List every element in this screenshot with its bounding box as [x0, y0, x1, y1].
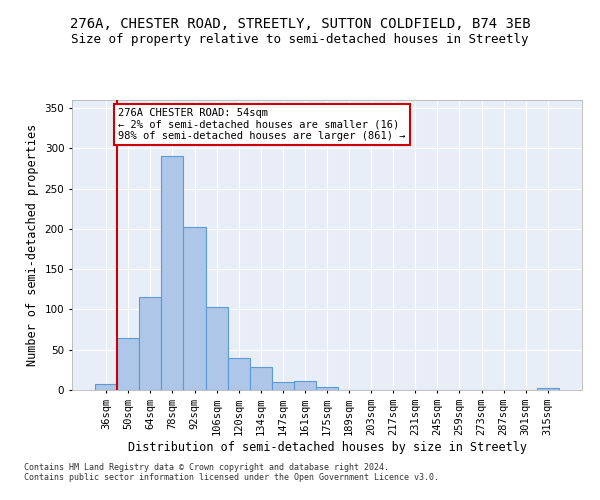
Y-axis label: Number of semi-detached properties: Number of semi-detached properties — [26, 124, 39, 366]
Bar — [161, 156, 184, 390]
Bar — [117, 338, 139, 390]
Bar — [272, 382, 294, 390]
Text: 276A, CHESTER ROAD, STREETLY, SUTTON COLDFIELD, B74 3EB: 276A, CHESTER ROAD, STREETLY, SUTTON COL… — [70, 18, 530, 32]
Bar — [184, 228, 206, 390]
Bar — [294, 381, 316, 390]
Text: 276A CHESTER ROAD: 54sqm
← 2% of semi-detached houses are smaller (16)
98% of se: 276A CHESTER ROAD: 54sqm ← 2% of semi-de… — [118, 108, 406, 142]
Bar — [227, 358, 250, 390]
X-axis label: Distribution of semi-detached houses by size in Streetly: Distribution of semi-detached houses by … — [128, 440, 527, 454]
Bar — [206, 307, 227, 390]
Bar — [139, 298, 161, 390]
Bar — [316, 387, 338, 390]
Text: Size of property relative to semi-detached houses in Streetly: Size of property relative to semi-detach… — [71, 32, 529, 46]
Bar — [95, 384, 117, 390]
Bar — [250, 368, 272, 390]
Text: Contains HM Land Registry data © Crown copyright and database right 2024.: Contains HM Land Registry data © Crown c… — [24, 464, 389, 472]
Text: Contains public sector information licensed under the Open Government Licence v3: Contains public sector information licen… — [24, 474, 439, 482]
Bar — [537, 388, 559, 390]
